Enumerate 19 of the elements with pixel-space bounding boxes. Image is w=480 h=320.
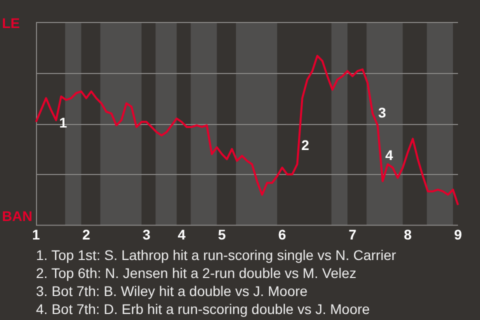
x-tick-label: 7 xyxy=(348,226,357,242)
x-tick-label: 9 xyxy=(454,226,462,242)
annotation: 4 xyxy=(385,146,394,163)
annotation: 3 xyxy=(378,104,386,120)
x-tick-label: 5 xyxy=(218,226,226,242)
text: 3. Bot 7th: B. Wiley hit a double vs J. Moore xyxy=(36,282,309,300)
x-tick-label: 4 xyxy=(178,226,186,242)
text: 1. Top 1st: S. Lathrop hit a run-scoring single vs N. Carrier xyxy=(36,246,398,264)
x-tick-label: 8 xyxy=(404,226,412,242)
text: 2. Top 6th: N. Jensen hit a 2-run double vs M. Velez xyxy=(36,264,358,282)
x-tick-label: 6 xyxy=(278,226,286,242)
text: LE xyxy=(2,14,20,31)
text: BAN xyxy=(2,208,32,224)
x-tick-label: 1 xyxy=(32,226,40,242)
x-tick-label: 2 xyxy=(82,226,90,242)
x-tick-label: 3 xyxy=(142,226,151,242)
text: 4. Bot 7th: D. Erb hit a run-scoring double vs J. Moore xyxy=(36,300,371,318)
annotation: 2 xyxy=(301,136,310,153)
annotation: 1 xyxy=(59,114,68,130)
